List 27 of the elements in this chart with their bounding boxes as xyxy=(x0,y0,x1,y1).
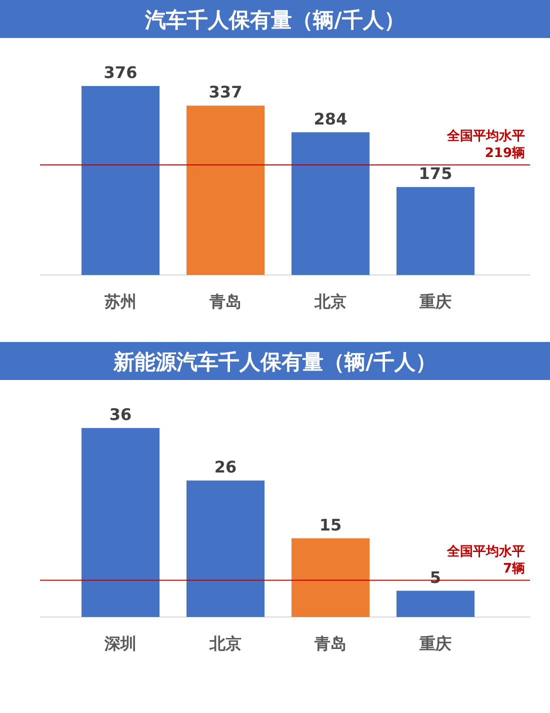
x-tick-label: 重庆 xyxy=(418,292,452,311)
ref-line-label: 全国平均水平 7辆 xyxy=(446,544,525,576)
data-label: 376 xyxy=(104,63,138,82)
bar xyxy=(396,187,474,275)
x-tick-label: 青岛 xyxy=(314,634,346,653)
x-tick-label: 深圳 xyxy=(104,634,136,653)
data-label: 15 xyxy=(319,515,342,534)
x-tick-label: 北京 xyxy=(208,634,242,653)
x-tick-label: 北京 xyxy=(314,292,346,311)
ref-line-label: 全国平均水平 219辆 xyxy=(446,128,525,161)
x-tick-label: 苏州 xyxy=(104,292,136,311)
data-label: 337 xyxy=(208,82,242,102)
bar xyxy=(82,428,160,617)
x-tick-label: 重庆 xyxy=(418,634,452,653)
x-tick-label: 青岛 xyxy=(208,292,242,311)
bar xyxy=(396,590,474,617)
chart-title: 新能源汽车千人保有量（辆/千人） xyxy=(112,350,436,374)
bar xyxy=(186,106,264,275)
bar xyxy=(186,480,264,617)
data-label: 284 xyxy=(314,109,348,128)
bar xyxy=(292,132,370,275)
chart-title: 汽车千人保有量（辆/千人） xyxy=(144,8,405,32)
data-label: 175 xyxy=(418,164,452,184)
data-label: 26 xyxy=(214,458,237,477)
bar xyxy=(82,86,160,275)
data-label: 36 xyxy=(109,405,132,424)
bar xyxy=(292,538,370,617)
